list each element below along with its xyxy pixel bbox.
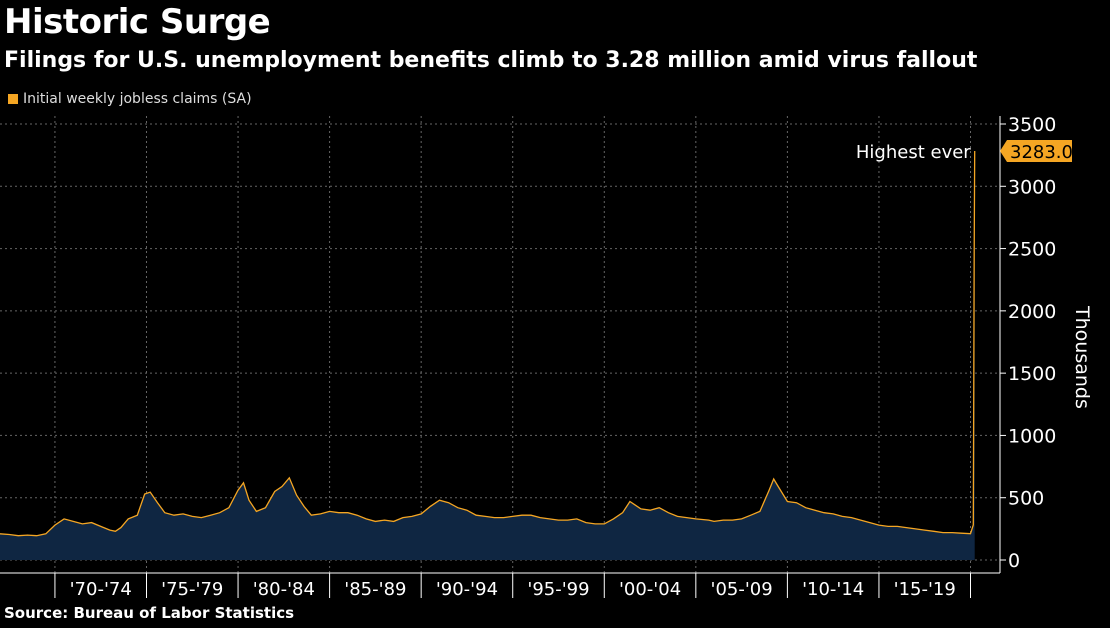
- y-axis-label: Thousands: [1071, 306, 1093, 409]
- legend: Initial weekly jobless claims (SA): [8, 91, 252, 107]
- y-tick-label: 1500: [1008, 363, 1056, 385]
- annotation-highest-ever: Highest ever: [856, 142, 971, 163]
- y-tick-label: 3000: [1008, 176, 1056, 198]
- y-tick-label: 3500: [1008, 114, 1056, 136]
- y-tick-label: 2000: [1008, 301, 1056, 323]
- chart-title: Historic Surge: [4, 2, 271, 42]
- source-note: Source: Bureau of Labor Statistics: [4, 604, 295, 622]
- x-tick-label: '80-'84: [253, 579, 315, 600]
- x-tick-label: '85-'89: [344, 579, 406, 600]
- x-tick-label: '90-'94: [436, 579, 498, 600]
- legend-swatch: [8, 94, 18, 104]
- x-tick-label: '15-'19: [894, 579, 956, 600]
- x-tick-label: '05-'09: [711, 579, 773, 600]
- last-value-label: 3283.0: [1010, 142, 1073, 163]
- x-tick-label: '00-'04: [619, 579, 681, 600]
- last-value-badge: [1000, 140, 1072, 163]
- x-tick-label: '70-'74: [70, 579, 132, 600]
- y-tick-label: 1000: [1008, 425, 1056, 447]
- y-tick-label: 0: [1008, 550, 1020, 572]
- legend-label: Initial weekly jobless claims (SA): [23, 91, 252, 107]
- x-tick-label: '10-'14: [802, 579, 864, 600]
- chart-subtitle: Filings for U.S. unemployment benefits c…: [4, 48, 978, 73]
- y-tick-label: 500: [1008, 488, 1044, 510]
- series-line: [0, 150, 976, 537]
- y-tick-label: 2500: [1008, 239, 1056, 261]
- x-tick-label: '95-'99: [527, 579, 589, 600]
- x-tick-label: '75-'79: [161, 579, 223, 600]
